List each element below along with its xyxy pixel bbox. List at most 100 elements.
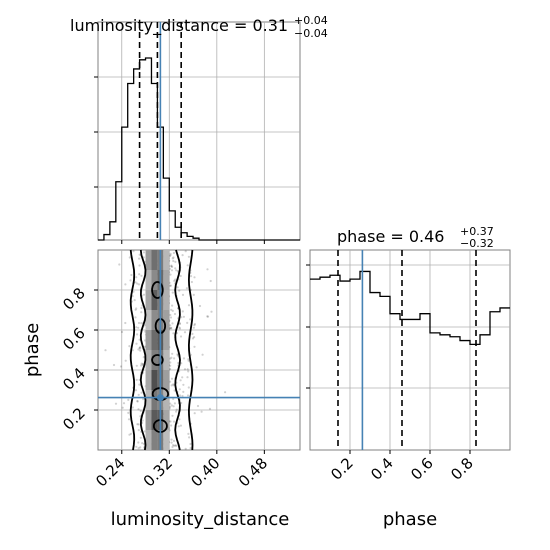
density-cell — [151, 290, 158, 310]
scatter-point — [173, 389, 176, 392]
scatter-point — [172, 439, 176, 442]
scatter-point — [135, 276, 138, 279]
scatter-point — [139, 349, 142, 352]
scatter-point — [174, 444, 177, 447]
scatter-point — [120, 330, 124, 334]
scatter-point — [134, 316, 137, 319]
density-cell — [163, 290, 170, 310]
scatter-point — [170, 264, 173, 267]
scatter-point — [121, 406, 124, 409]
scatter-point — [127, 398, 130, 401]
scatter-point — [185, 287, 188, 290]
scatter-point — [176, 354, 179, 357]
scatter-point — [176, 269, 179, 273]
scatter-point — [170, 308, 173, 311]
scatter-point — [168, 284, 172, 287]
scatter-point — [179, 274, 182, 278]
scatter-point — [169, 361, 172, 364]
phase-histogram-panel: 0.2 0.4 0.6 0.8 phase = 0.46 +0.37 −0.32 — [306, 225, 511, 484]
phase-tick-0.2: 0.2 — [59, 404, 89, 434]
scatter-point — [171, 257, 174, 260]
scatter-point — [135, 364, 138, 367]
scatter-point — [131, 406, 134, 409]
scatter-point — [131, 349, 134, 352]
scatter-point — [183, 331, 187, 334]
scatter-point — [193, 345, 196, 348]
scatter-point — [169, 402, 172, 405]
phase-x-tick-0.2: 0.2 — [327, 454, 357, 484]
scatter-point — [196, 404, 200, 408]
scatter-point — [170, 269, 174, 272]
scatter-point — [138, 253, 141, 256]
scatter-point — [141, 442, 144, 445]
scatter-point — [186, 376, 189, 379]
scatter-point — [200, 410, 203, 413]
scatter-point — [178, 322, 181, 325]
luminosity-distance-tick-0.24: 0.24 — [92, 454, 128, 490]
density-cell — [145, 290, 152, 310]
scatter-point — [179, 424, 182, 427]
scatter-point — [169, 254, 172, 257]
right-panel-ticks — [306, 264, 471, 454]
scatter-point — [136, 423, 139, 426]
luminosity-distance-histogram-step — [98, 57, 300, 241]
scatter-point — [171, 445, 174, 449]
scatter-point — [137, 321, 141, 325]
density-cell — [151, 390, 158, 410]
luminosity-distance-tick-0.48: 0.48 — [235, 454, 271, 490]
scatter-point — [170, 356, 173, 359]
scatter-point — [136, 400, 139, 403]
scatter-point — [210, 310, 213, 313]
density-cell — [163, 350, 170, 370]
scatter-point — [169, 284, 172, 287]
scatter-point — [139, 436, 142, 439]
scatter-point — [140, 311, 143, 314]
scatter-point — [182, 315, 185, 318]
scatter-point — [137, 393, 140, 396]
scatter-point — [186, 394, 190, 397]
contour-loop-3 — [151, 281, 164, 299]
density-cell — [163, 270, 170, 290]
luminosity-distance-tick-0.32: 0.32 — [140, 454, 176, 490]
scatter-point — [184, 447, 187, 450]
scatter-point — [173, 444, 176, 447]
scatter-point — [193, 336, 196, 339]
scatter-point — [178, 418, 181, 421]
scatter-point — [189, 275, 193, 278]
luminosity-distance-title-sub: −0.04 — [294, 27, 328, 40]
scatter-point — [139, 409, 142, 412]
scatter-point — [179, 335, 183, 338]
luminosity-distance-tick-labels: 0.24 0.32 0.40 0.48 — [92, 454, 271, 490]
top-panel-grid — [98, 22, 300, 240]
scatter-point — [192, 293, 195, 296]
scatter-point — [187, 386, 190, 389]
scatter-point — [176, 286, 179, 289]
scatter-point — [170, 441, 173, 444]
density-cell — [145, 370, 152, 390]
top-panel-ticks — [94, 76, 265, 244]
contour-outer-left — [129, 249, 136, 451]
scatter-point — [168, 267, 171, 270]
scatter-point — [143, 430, 146, 433]
density-cell — [163, 410, 170, 430]
scatter-point — [174, 278, 177, 281]
scatter-point — [171, 291, 174, 294]
scatter-point — [206, 315, 210, 318]
luminosity-distance-histogram-panel: luminosity_distance = 0.31 +0.04 −0.04 — [70, 14, 328, 244]
scatter-point — [142, 251, 146, 254]
scatter-point — [192, 326, 195, 329]
scatter-point — [137, 283, 141, 286]
scatter-point — [170, 384, 173, 387]
luminosity-distance-title: luminosity_distance = 0.31 — [70, 16, 288, 36]
density-cell — [151, 410, 158, 430]
scatter-point — [173, 312, 177, 316]
density-cell — [163, 250, 170, 270]
scatter-point — [181, 293, 185, 296]
scatter-point — [171, 322, 174, 325]
scatter-point — [170, 438, 173, 441]
scatter-point — [132, 250, 135, 253]
scatter-point — [180, 316, 183, 319]
scatter-point — [181, 254, 184, 257]
scatter-point — [138, 346, 141, 349]
